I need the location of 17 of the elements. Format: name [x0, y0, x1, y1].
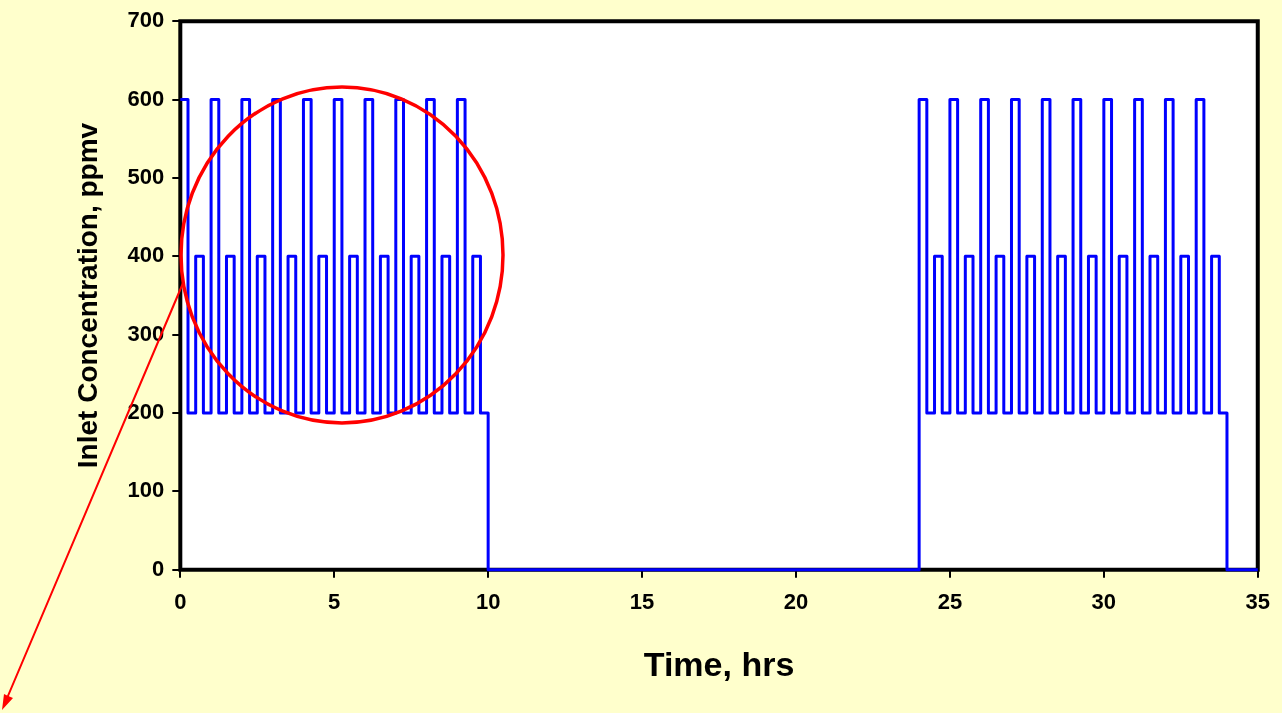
x-tick-label: 0	[174, 589, 187, 615]
x-tick-label: 5	[328, 589, 341, 615]
y-tick-label: 200	[127, 399, 165, 425]
y-tick-label: 0	[152, 555, 165, 581]
x-axis-title: Time, hrs	[643, 644, 795, 683]
y-tick-label: 100	[127, 477, 165, 503]
x-tick-label: 20	[783, 589, 809, 615]
x-tick-label: 25	[937, 589, 963, 615]
y-tick-label: 600	[127, 85, 165, 111]
x-tick-label: 10	[475, 589, 501, 615]
y-tick-label: 500	[127, 164, 165, 190]
y-tick-label: 400	[127, 242, 165, 268]
x-tick-label: 30	[1091, 589, 1117, 615]
x-tick-label: 35	[1245, 589, 1271, 615]
y-axis-title: Inlet Concentration, ppmv	[71, 122, 103, 469]
y-tick-label: 700	[127, 7, 165, 33]
x-tick-label: 15	[629, 589, 655, 615]
